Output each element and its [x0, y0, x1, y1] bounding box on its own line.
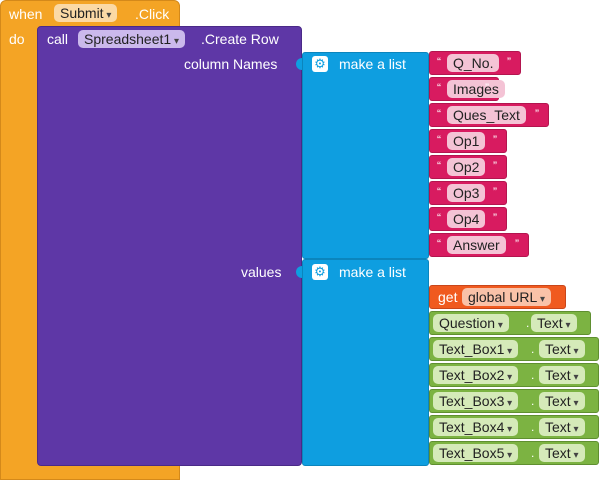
component-dropdown[interactable]: Text_Box4: [433, 418, 519, 436]
open-quote-mark: “: [437, 81, 441, 95]
property-dropdown[interactable]: Text: [539, 392, 585, 410]
text-string-value[interactable]: Op4: [447, 210, 486, 228]
property-separator: .: [526, 316, 530, 330]
global-url-variable-dropdown[interactable]: global URL: [462, 288, 552, 306]
open-quote-mark: “: [437, 107, 441, 121]
submit-component-dropdown[interactable]: Submit: [54, 4, 118, 22]
text-string-value[interactable]: Images: [447, 80, 505, 98]
call-label: call: [47, 31, 69, 47]
close-quote-mark: ”: [493, 133, 497, 147]
text-string-value[interactable]: Op2: [447, 158, 486, 176]
create-row-method-label: .Create Row: [201, 31, 279, 47]
close-quote-mark: ”: [485, 81, 489, 95]
when-label: when: [9, 6, 43, 22]
close-quote-mark: ”: [507, 55, 511, 69]
property-separator: .: [531, 420, 535, 434]
component-dropdown[interactable]: Question: [433, 314, 509, 332]
make-a-list-values-block[interactable]: [302, 259, 429, 466]
create-row-call-block[interactable]: [37, 26, 302, 466]
property-dropdown[interactable]: Text: [539, 418, 585, 436]
open-quote-mark: “: [437, 55, 441, 69]
values-socket-label: values: [241, 264, 282, 280]
property-dropdown[interactable]: Text: [539, 340, 585, 358]
property-dropdown[interactable]: Text: [539, 366, 585, 384]
close-quote-mark: ”: [493, 185, 497, 199]
property-dropdown[interactable]: Text: [531, 314, 577, 332]
get-label: get: [438, 289, 458, 305]
do-label: do: [9, 31, 25, 47]
click-event-label: .Click: [135, 6, 170, 22]
spreadsheet-component-dropdown[interactable]: Spreadsheet1: [78, 30, 185, 48]
component-dropdown[interactable]: Text_Box5: [433, 444, 519, 462]
component-dropdown[interactable]: Text_Box3: [433, 392, 519, 410]
make-a-list-column-names-block[interactable]: [302, 52, 429, 259]
property-separator: .: [531, 368, 535, 382]
text-string-value[interactable]: Op1: [447, 132, 486, 150]
property-separator: .: [531, 446, 535, 460]
text-string-value[interactable]: Ques_Text: [447, 106, 526, 124]
text-string-value[interactable]: Q_No.: [447, 54, 500, 72]
property-separator: .: [531, 394, 535, 408]
close-quote-mark: ”: [493, 211, 497, 225]
close-quote-mark: ”: [515, 237, 519, 251]
gear-icon[interactable]: ⚙: [312, 264, 328, 280]
close-quote-mark: ”: [535, 107, 539, 121]
make-a-list-label: make a list: [339, 56, 406, 72]
close-quote-mark: ”: [493, 159, 497, 173]
property-separator: .: [531, 342, 535, 356]
open-quote-mark: “: [437, 133, 441, 147]
open-quote-mark: “: [437, 185, 441, 199]
column-names-socket-label: column Names: [184, 56, 278, 72]
text-string-value[interactable]: Op3: [447, 184, 486, 202]
open-quote-mark: “: [437, 159, 441, 173]
component-dropdown[interactable]: Text_Box1: [433, 340, 519, 358]
open-quote-mark: “: [437, 237, 441, 251]
component-dropdown[interactable]: Text_Box2: [433, 366, 519, 384]
property-dropdown[interactable]: Text: [539, 444, 585, 462]
gear-icon[interactable]: ⚙: [312, 56, 328, 72]
open-quote-mark: “: [437, 211, 441, 225]
make-a-list-label: make a list: [339, 264, 406, 280]
text-string-value[interactable]: Answer: [447, 236, 506, 254]
